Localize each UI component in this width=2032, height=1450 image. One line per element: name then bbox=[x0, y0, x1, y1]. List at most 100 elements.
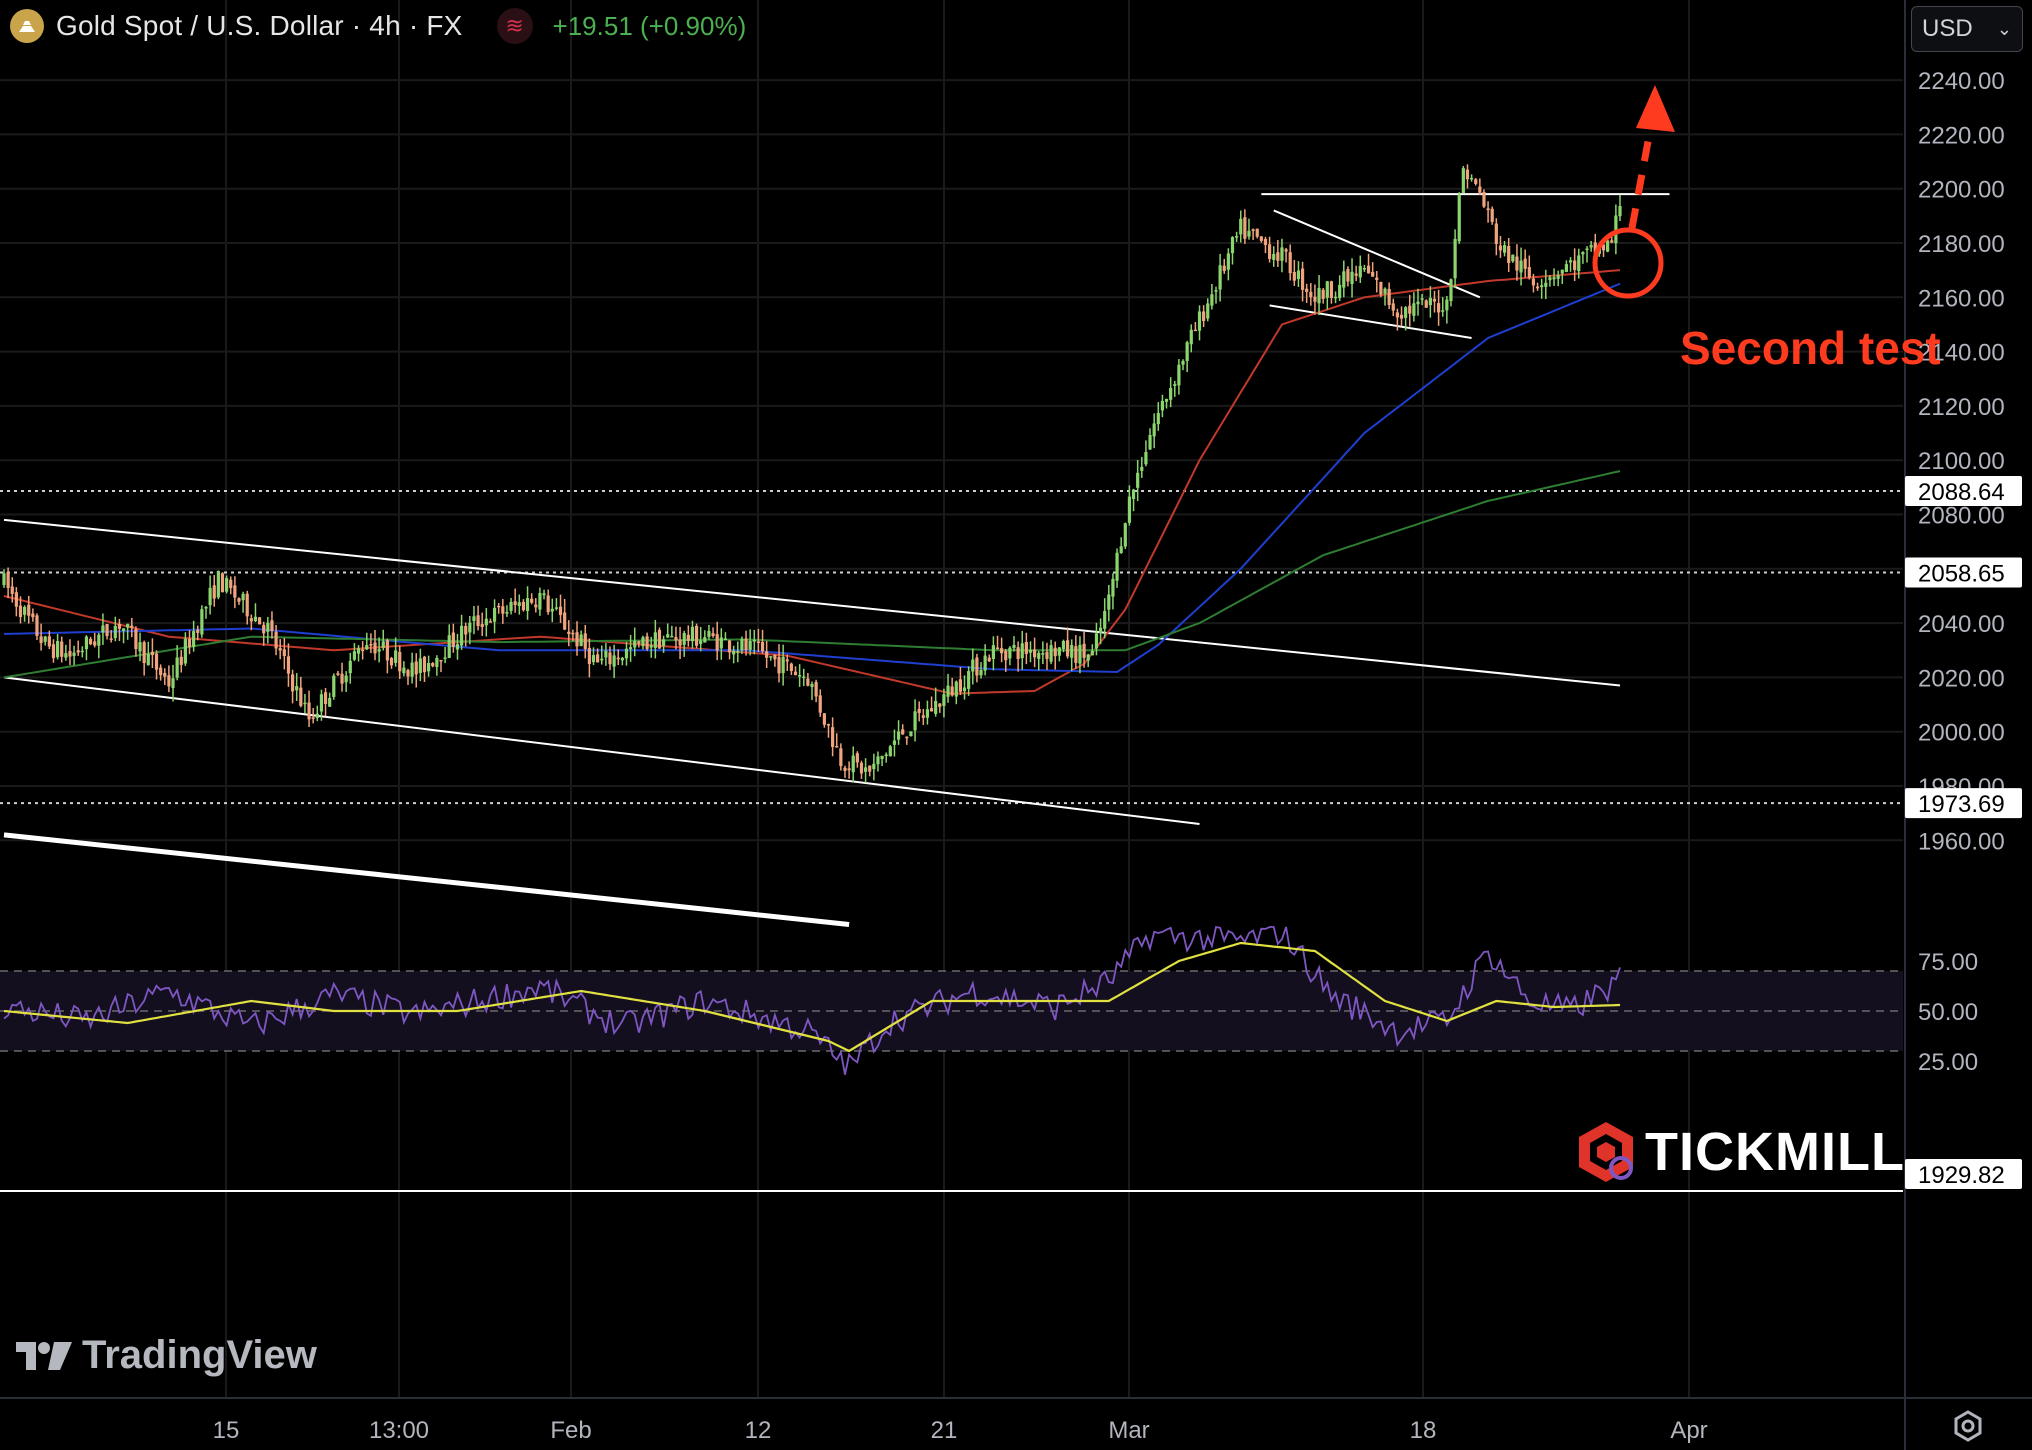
candle-body bbox=[422, 656, 427, 673]
candle-body bbox=[480, 624, 484, 628]
price-tick-label: 2100.00 bbox=[1918, 448, 2005, 475]
candle-body bbox=[979, 670, 983, 676]
candle-body bbox=[620, 657, 624, 661]
candle-body bbox=[1251, 229, 1255, 231]
candle-body bbox=[278, 648, 282, 651]
candle-body bbox=[909, 731, 913, 737]
candle-body bbox=[987, 657, 991, 662]
candle-body bbox=[72, 652, 76, 656]
candle-body bbox=[1535, 286, 1540, 289]
price-label: 2058.65 bbox=[1918, 560, 2005, 587]
candle-body bbox=[344, 675, 348, 683]
candle-body bbox=[1482, 192, 1486, 207]
candle-body bbox=[233, 585, 237, 598]
candle-body bbox=[192, 631, 196, 647]
candle-body bbox=[674, 637, 678, 641]
candle-body bbox=[431, 663, 435, 667]
candle-body bbox=[1519, 260, 1523, 273]
candle-body bbox=[204, 606, 208, 609]
candle-body bbox=[1041, 653, 1045, 655]
candle-body bbox=[967, 671, 971, 689]
candle-body bbox=[1486, 208, 1490, 211]
candle-body bbox=[567, 631, 571, 635]
candle-body bbox=[257, 617, 262, 625]
candle-body bbox=[18, 605, 23, 618]
candle-body bbox=[389, 657, 394, 666]
candle-body bbox=[542, 593, 546, 596]
candle-body bbox=[1437, 303, 1441, 313]
candle-body bbox=[781, 657, 785, 674]
candle-body bbox=[179, 656, 183, 665]
candle-body bbox=[488, 621, 493, 623]
candle-body bbox=[1408, 305, 1412, 314]
candle-body bbox=[1016, 647, 1020, 660]
candle-body bbox=[1004, 650, 1008, 661]
candle-body bbox=[220, 573, 225, 593]
candle-body bbox=[530, 598, 534, 603]
candle-body bbox=[1453, 238, 1457, 279]
candle-body bbox=[472, 616, 476, 621]
candle-body bbox=[558, 606, 563, 616]
candle-body bbox=[39, 636, 43, 644]
symbol-title[interactable]: Gold Spot / U.S. Dollar · 4h · FX bbox=[56, 10, 463, 41]
candle-body bbox=[187, 639, 192, 648]
candle-body bbox=[678, 639, 682, 646]
candle-body bbox=[2, 573, 6, 586]
time-tick-label: 13:00 bbox=[369, 1417, 429, 1444]
candle-body bbox=[216, 571, 220, 598]
candle-body bbox=[616, 657, 620, 660]
candle-body bbox=[253, 616, 258, 622]
candle-body bbox=[1395, 312, 1399, 318]
candle-body bbox=[657, 629, 662, 649]
candle-body bbox=[377, 649, 381, 652]
candle-body bbox=[711, 633, 715, 636]
candle-body bbox=[1387, 288, 1391, 306]
candle-body bbox=[1338, 284, 1342, 298]
candle-body bbox=[455, 644, 460, 650]
candle-body bbox=[1226, 253, 1230, 270]
candle-body bbox=[690, 626, 695, 642]
price-tick-label: 2200.00 bbox=[1918, 177, 2005, 204]
candle-body bbox=[670, 635, 674, 638]
candle-body bbox=[637, 641, 641, 644]
candle-body bbox=[328, 698, 332, 707]
candle-body bbox=[468, 622, 472, 633]
candle-body bbox=[1366, 265, 1371, 274]
candle-body bbox=[1082, 643, 1086, 658]
candle-body bbox=[414, 661, 418, 675]
candle-body bbox=[464, 626, 468, 635]
currency-selector[interactable]: USD ⌄ bbox=[1911, 6, 2023, 52]
settings-gear-icon[interactable] bbox=[1950, 1408, 1986, 1444]
indicators-icon[interactable]: ≋ bbox=[496, 8, 533, 44]
price-label: 1929.82 bbox=[1918, 1162, 2005, 1189]
rsi-tick-label: 25.00 bbox=[1918, 1049, 1978, 1076]
candle-body bbox=[1028, 650, 1033, 653]
price-label: 2088.64 bbox=[1918, 479, 2005, 506]
time-tick-label: 15 bbox=[213, 1417, 240, 1444]
candle-body bbox=[1288, 252, 1292, 274]
candle-body bbox=[921, 715, 925, 718]
candle-body bbox=[1531, 278, 1536, 286]
candle-body bbox=[773, 654, 777, 660]
candle-body bbox=[872, 763, 876, 770]
candle-body bbox=[492, 607, 497, 622]
candle-body bbox=[225, 578, 229, 592]
candle-body bbox=[60, 641, 64, 657]
candle-body bbox=[369, 644, 373, 646]
price-change: +19.51 (+0.90%) bbox=[552, 10, 747, 41]
candle-body bbox=[1313, 296, 1317, 302]
candle-body bbox=[802, 676, 806, 679]
candle-body bbox=[995, 647, 1000, 650]
chart-header: Gold Spot / U.S. Dollar · 4h · FX ≋ +19.… bbox=[10, 6, 746, 46]
candle-body bbox=[270, 620, 274, 631]
candle-body bbox=[859, 762, 864, 774]
candle-body bbox=[892, 740, 897, 745]
time-axis: 15 13:00 Feb 12 21 Mar 18 Apr bbox=[213, 1417, 1708, 1444]
candle-body bbox=[80, 650, 84, 653]
candle-body bbox=[798, 675, 802, 677]
candle-body bbox=[266, 622, 270, 632]
candle-body bbox=[1160, 400, 1165, 411]
candle-body bbox=[1222, 265, 1226, 271]
